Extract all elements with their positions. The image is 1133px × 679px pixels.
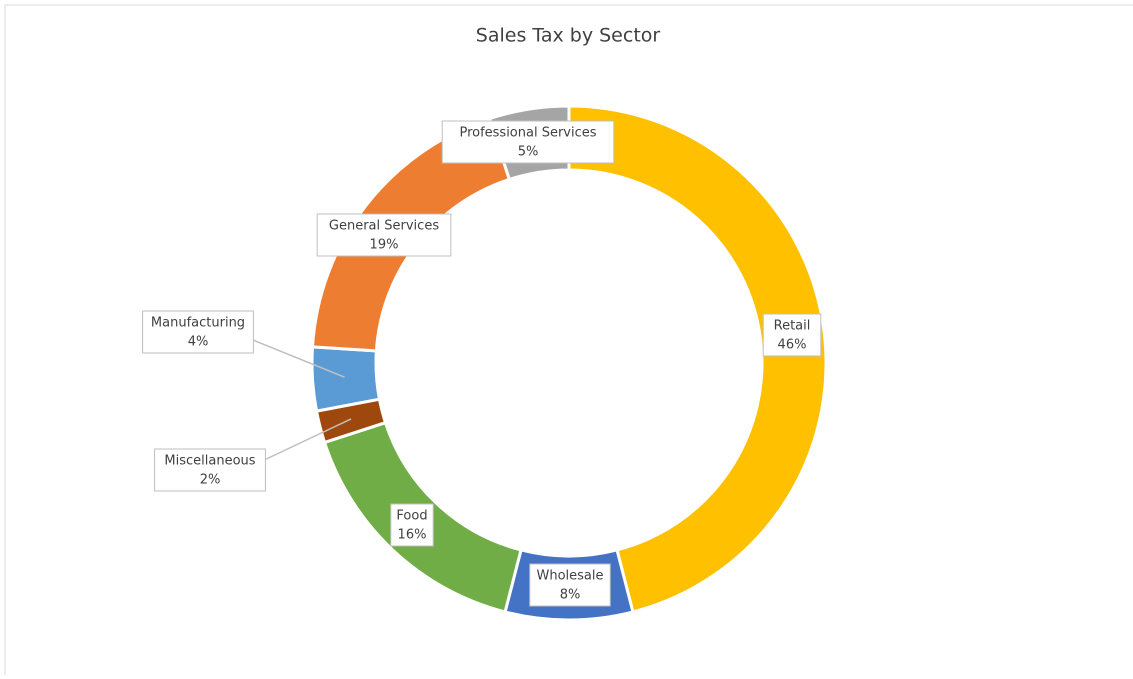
data-label-value: 19% <box>370 238 399 253</box>
data-label-name: Manufacturing <box>151 316 245 331</box>
data-label-value: 4% <box>188 335 209 350</box>
data-label-value: 16% <box>398 528 427 543</box>
data-label-name: Professional Services <box>459 126 596 141</box>
chart-title: Sales Tax by Sector <box>476 25 661 47</box>
data-label-box <box>529 563 611 607</box>
donut-slice <box>310 345 382 413</box>
data-label-value: 46% <box>778 338 807 353</box>
data-label-value: 5% <box>518 145 539 160</box>
data-label-box <box>154 448 266 492</box>
data-label-name: Retail <box>774 319 811 334</box>
leader-line <box>259 418 352 463</box>
data-label-value: 8% <box>560 588 581 603</box>
donut-slice <box>567 104 828 614</box>
leader-line <box>252 339 345 378</box>
data-label-box <box>316 213 452 257</box>
data-label-name: Food <box>396 509 427 524</box>
data-label-name: Wholesale <box>536 569 603 584</box>
data-label-box <box>390 503 434 547</box>
data-label-name: Miscellaneous <box>164 454 255 469</box>
data-label-box <box>762 313 822 357</box>
data-label-box <box>441 120 615 164</box>
data-label-value: 2% <box>200 473 221 488</box>
data-label-box <box>142 310 254 354</box>
data-label-name: General Services <box>329 219 439 234</box>
